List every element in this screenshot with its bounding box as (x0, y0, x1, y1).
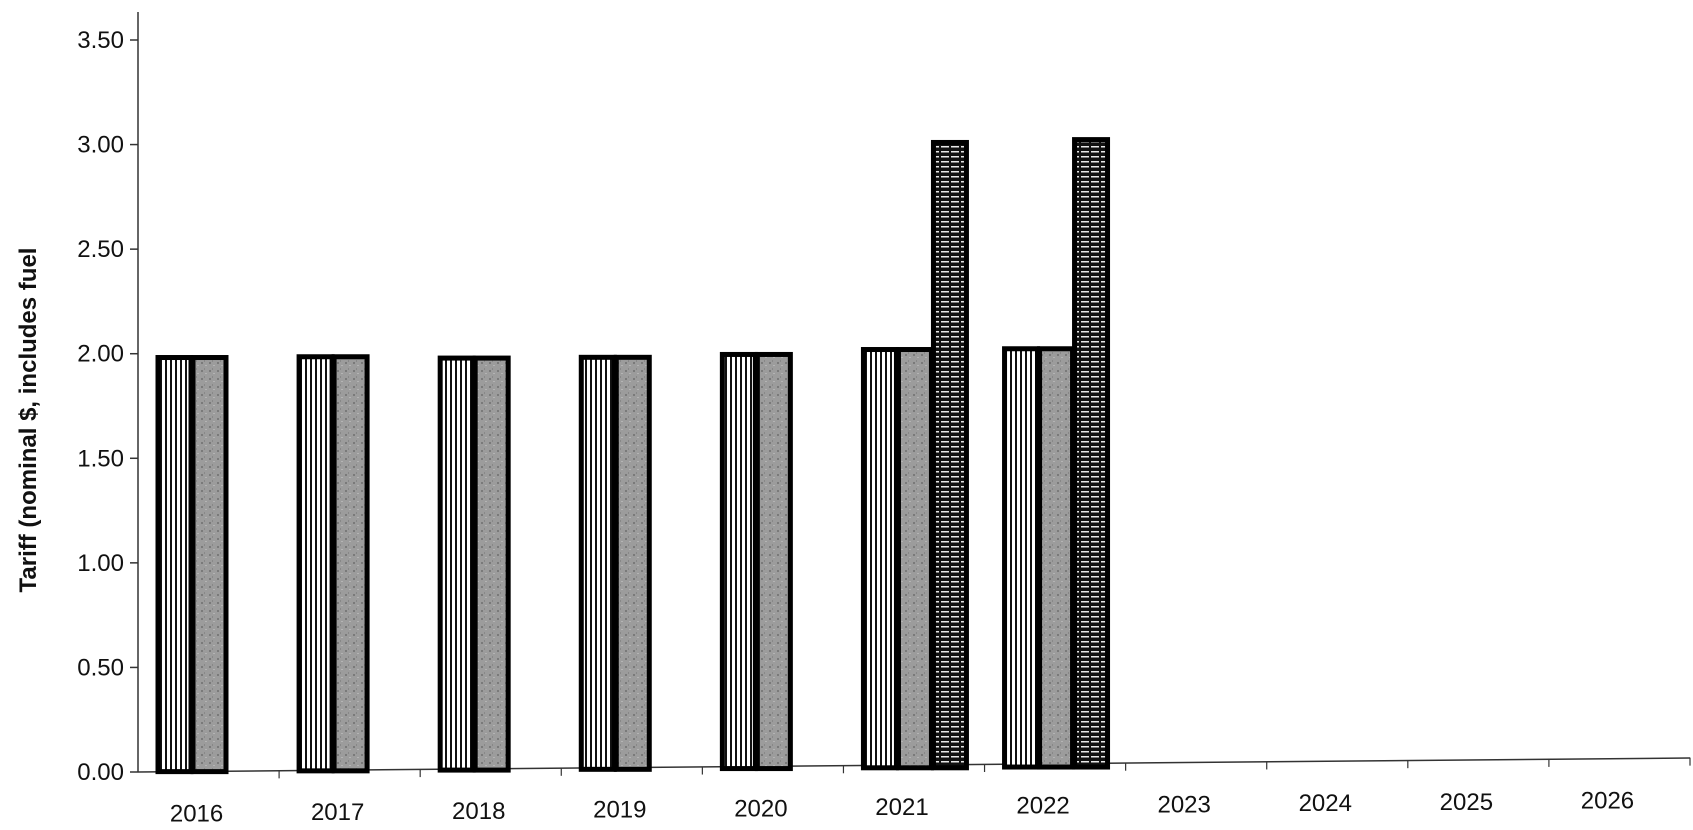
y-tick-label: 3.00 (77, 132, 124, 159)
x-tick-label: 2026 (1581, 788, 1634, 815)
x-tick-label: 2020 (734, 795, 787, 822)
bar-2017-s1 (296, 354, 335, 774)
y-tick-label: 2.00 (77, 341, 124, 368)
y-axis-label: Tariff (nominal $, includes fuel (15, 248, 42, 593)
bar-2020-s2 (754, 351, 793, 772)
y-tick-label: 1.50 (77, 445, 124, 472)
bar-2020-s1 (719, 351, 758, 772)
x-tick-label: 2023 (1157, 791, 1210, 818)
bar-2021-s3 (930, 139, 969, 771)
y-tick-label: 3.50 (77, 27, 124, 54)
y-tick-label: 2.50 (77, 236, 124, 263)
bar-2016-s2 (190, 355, 229, 775)
y-tick-label: 1.00 (77, 550, 124, 577)
y-tick-label: 0.50 (77, 654, 124, 681)
bar-2022-s1 (1002, 346, 1041, 770)
bar-2018-s2 (472, 355, 511, 773)
bar-2019-s2 (613, 354, 652, 772)
x-tick-label: 2021 (875, 794, 928, 821)
bar-2021-s2 (895, 347, 934, 771)
bar-2021-s1 (860, 347, 899, 771)
chart-bars (155, 137, 1111, 775)
chart-labels: 0.00 0.50 1.00 1.50 2.00 2.50 3.00 3.50 2016 2017… (77, 27, 1634, 827)
x-tick-label: 2018 (452, 798, 505, 825)
bar-2016-s1 (155, 355, 194, 775)
bar-2019-s1 (578, 354, 617, 772)
y-tick-label: 0.00 (77, 759, 124, 786)
x-tick-label: 2019 (593, 797, 646, 824)
x-tick-label: 2022 (1016, 793, 1069, 820)
bar-2017-s2 (331, 354, 370, 774)
bar-2018-s1 (437, 355, 476, 773)
x-tick-label: 2024 (1299, 790, 1352, 817)
bar-2022-s2 (1037, 346, 1076, 770)
bar-2022-s3 (1072, 137, 1111, 770)
x-tick-label: 2016 (170, 800, 223, 827)
x-tick-label: 2025 (1440, 789, 1493, 816)
x-tick-label: 2017 (311, 799, 364, 826)
